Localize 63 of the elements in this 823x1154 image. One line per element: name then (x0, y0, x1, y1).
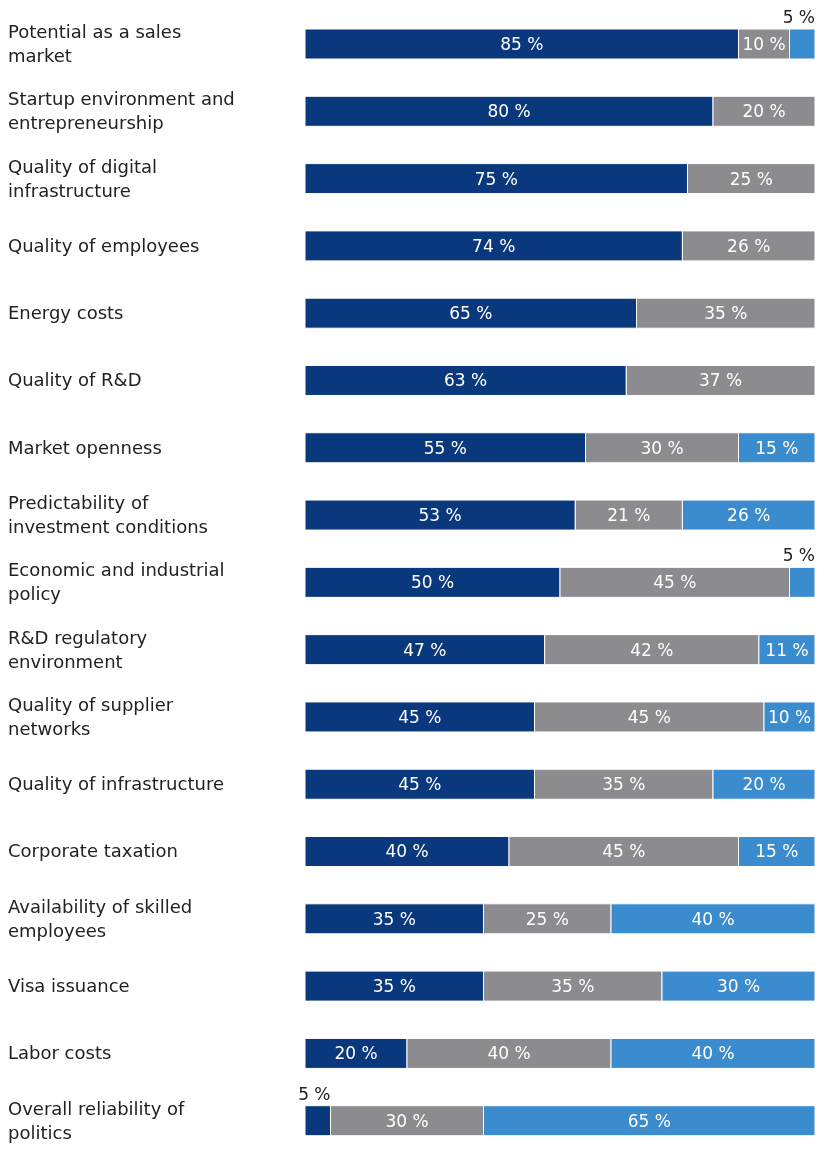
y-tick-label: Quality of digital infrastructure (8, 155, 158, 201)
data-label: 15 % (755, 437, 799, 458)
data-label: 45 % (398, 774, 442, 795)
data-label: 11 % (765, 639, 809, 660)
y-tick-label: Predictability of investment conditions (8, 492, 208, 538)
data-label: 15 % (755, 841, 799, 862)
y-tick-label: Visa issuance (8, 975, 130, 997)
y-tick-label: Quality of supplier networks (8, 693, 174, 739)
data-label: 80 % (487, 101, 531, 122)
data-label: 40 % (385, 841, 429, 862)
y-tick-label: Availability of skilled employees (8, 895, 193, 941)
data-label: 25 % (525, 908, 569, 929)
y-tick-label: Quality of infrastructure (8, 773, 224, 795)
y-tick-label: Startup environment and entrepreneurship (8, 88, 235, 134)
data-label: 5 % (298, 1083, 331, 1104)
data-label: 30 % (640, 437, 684, 458)
data-label: 35 % (372, 976, 416, 997)
data-label: 42 % (630, 639, 674, 660)
data-label: 21 % (607, 505, 651, 526)
y-tick-label: Energy costs (8, 302, 124, 324)
data-label: 65 % (627, 1110, 671, 1131)
data-label: 5 % (782, 7, 815, 27)
data-label: 30 % (716, 976, 761, 997)
y-tick-label: Potential as a sales market (8, 20, 182, 66)
data-label: 45 % (398, 706, 442, 727)
y-tick-label: Labor costs (8, 1042, 112, 1064)
y-tick-label: Market openness (8, 436, 162, 458)
y-tick-label: Economic and industrial policy (8, 559, 225, 605)
data-label: 30 % (385, 1110, 429, 1131)
data-label: 20 % (334, 1043, 378, 1064)
data-label: 40 % (487, 1043, 531, 1064)
data-label: 20 % (742, 774, 786, 795)
data-label: 20 % (742, 101, 786, 122)
y-tick-label: Quality of R&D (8, 369, 142, 391)
data-label: 53 % (418, 505, 462, 526)
data-label: 55 % (423, 437, 467, 458)
data-label: 63 % (444, 370, 488, 391)
data-label: 35 % (704, 303, 748, 324)
data-label: 45 % (602, 841, 646, 862)
data-label: 26 % (727, 505, 771, 526)
data-label: 40 % (691, 1043, 735, 1064)
data-label: 10 % (767, 706, 812, 727)
data-label: 35 % (602, 774, 646, 795)
data-label: 37 % (699, 370, 743, 391)
data-label: 45 % (627, 706, 671, 727)
data-label: 10 % (742, 33, 786, 54)
data-label: 45 % (653, 572, 697, 593)
y-tick-label: Overall reliability of politics (8, 1097, 186, 1143)
data-label: 5 % (782, 545, 815, 566)
y-tick-label: Quality of employees (8, 234, 200, 256)
data-label: 40 % (691, 908, 735, 929)
data-label: 35 % (372, 908, 416, 929)
data-label: 85 % (500, 33, 544, 54)
data-label: 26 % (727, 235, 771, 256)
data-label: 25 % (729, 168, 773, 189)
data-label: 35 % (551, 976, 595, 997)
y-tick-label: R&D regulatory environment (8, 626, 148, 672)
data-label: 75 % (474, 168, 518, 189)
data-label: 65 % (449, 303, 493, 324)
data-label: 74 % (472, 235, 516, 256)
y-tick-label: Corporate taxation (8, 840, 178, 862)
data-label: 50 % (410, 572, 455, 593)
data-label: 47 % (403, 639, 447, 660)
